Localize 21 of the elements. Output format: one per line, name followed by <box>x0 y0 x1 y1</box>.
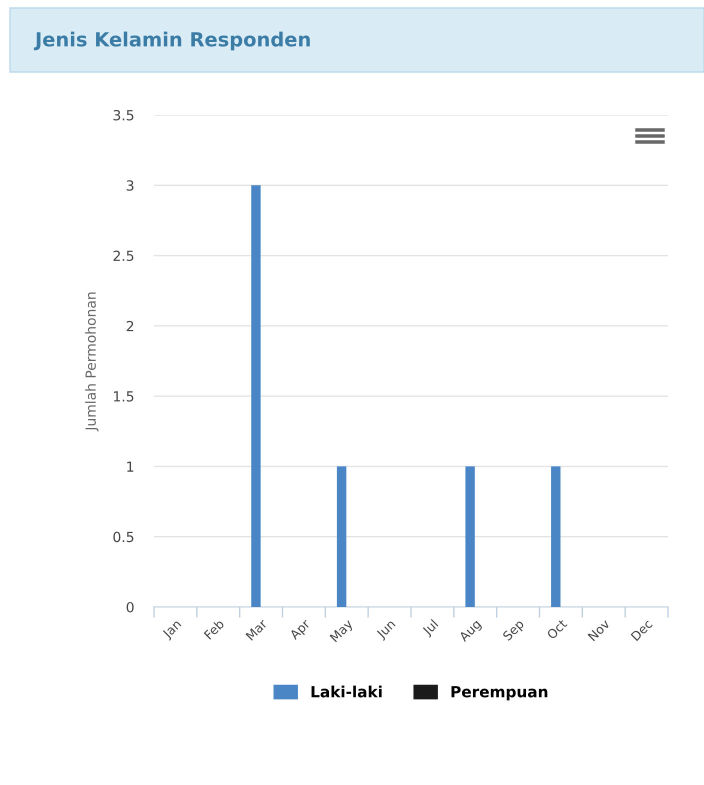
x-tick-label: Feb <box>203 618 225 640</box>
x-tick-label: Jun <box>376 619 398 641</box>
y-tick-label: 2 <box>126 320 134 332</box>
y-tick-label: 3 <box>126 180 134 191</box>
y-tick-label: 0 <box>126 602 134 612</box>
y-axis-title: Jumlah Permohonan <box>85 292 98 432</box>
legend-label: Laki-laki <box>312 686 382 698</box>
y-tick-label: 2.5 <box>113 250 134 262</box>
x-tick-label: Mar <box>246 618 268 641</box>
x-tick-label: Sep <box>502 618 526 643</box>
y-tick-label: 1.5 <box>114 391 134 402</box>
y-tick-label: 1 <box>127 462 134 472</box>
x-tick-label: Dec <box>630 618 653 642</box>
x-tick-label: Apr <box>288 618 312 642</box>
chart-title: Jenis Kelamin Responden <box>34 32 310 50</box>
x-tick-label: Jul <box>421 618 440 638</box>
y-tick-label: 3.5 <box>114 110 134 120</box>
y-tick-label: 0.5 <box>113 532 134 542</box>
legend-label: Perempuan <box>452 686 548 700</box>
x-tick-label: Oct <box>546 618 568 640</box>
x-tick-label: Jan <box>162 619 184 641</box>
